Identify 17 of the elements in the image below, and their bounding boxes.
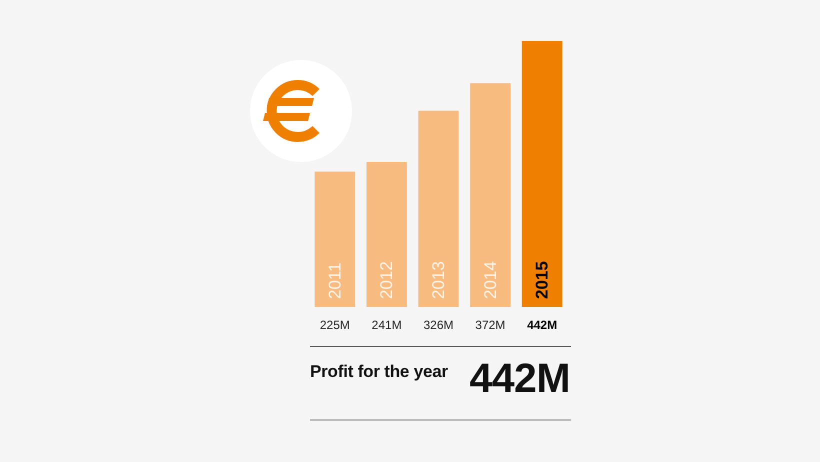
x-tick-label: 2011 bbox=[325, 262, 344, 299]
bar bbox=[522, 41, 562, 307]
x-tick-label: 2015 bbox=[532, 261, 552, 299]
data-label: 326M bbox=[423, 318, 454, 332]
data-label: 442M bbox=[527, 318, 558, 332]
data-label: 225M bbox=[320, 318, 350, 332]
x-tick-label: 2012 bbox=[377, 261, 396, 299]
x-tick-label: 2013 bbox=[429, 261, 448, 299]
text: 442M bbox=[469, 355, 570, 401]
text: Profit for the year bbox=[310, 362, 448, 382]
bar bbox=[418, 110, 459, 307]
data-label: 241M bbox=[372, 318, 402, 332]
bar bbox=[470, 83, 510, 307]
bar bbox=[366, 162, 407, 307]
bar bbox=[314, 172, 356, 307]
data-label: 372M bbox=[475, 318, 506, 332]
x-tick-label: 2014 bbox=[480, 261, 500, 299]
